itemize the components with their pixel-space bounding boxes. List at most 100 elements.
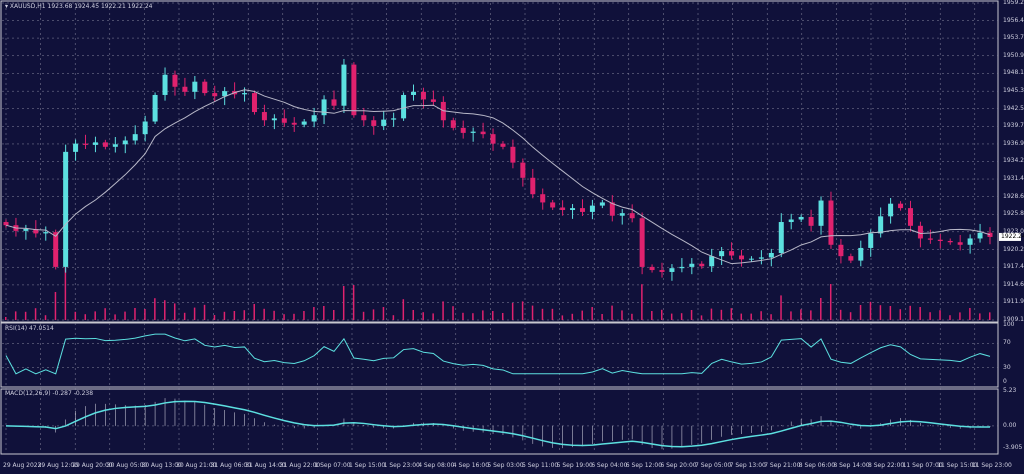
candle-body [202, 81, 208, 94]
volume-bar [949, 315, 951, 320]
candle-body [73, 143, 79, 152]
candle-body [371, 120, 377, 126]
time-tick: 5 Sep 03:00 [487, 462, 524, 469]
candle-body [331, 99, 337, 106]
candle-body [868, 233, 874, 248]
candle-body [172, 74, 178, 87]
volume-bar [273, 310, 275, 320]
candle-body [251, 93, 257, 113]
volume-bar [352, 285, 355, 320]
volume-bar [442, 301, 444, 320]
time-tick: 7 Sep 21:00 [764, 462, 801, 469]
volume-bar [810, 310, 812, 320]
macd-tick: 5.23 [1003, 387, 1017, 394]
volume-bar [551, 308, 554, 320]
candle-body [480, 131, 486, 135]
volume-bar [651, 311, 653, 320]
volume-bar [621, 310, 623, 320]
candle-body [927, 238, 933, 240]
time-tick: 6 Sep 12:00 [625, 462, 663, 469]
candle-body [947, 240, 953, 243]
volume-bar [5, 317, 7, 320]
volume-bar [849, 312, 852, 320]
volume-bar [213, 315, 216, 320]
current-price-box [999, 232, 1021, 241]
volume-bar [422, 312, 424, 320]
volume-bar [283, 314, 285, 320]
volume-bar [293, 313, 295, 320]
time-tick: 8 Sep 22:00 [868, 462, 905, 469]
volume-bar [412, 310, 415, 320]
volume-bar [144, 309, 146, 320]
price-tick: 1914.65 [1003, 280, 1024, 288]
price-tick: 1928.60 [1003, 192, 1024, 200]
volume-bar [720, 309, 723, 320]
volume-bar [173, 303, 176, 320]
volume-bar [233, 311, 236, 320]
candle-body [609, 202, 615, 216]
time-tick: 7 Sep 13:00 [729, 462, 766, 469]
price-tick: 1909.10 [1003, 316, 1024, 323]
candle-body [679, 266, 685, 269]
candle-body [510, 146, 516, 163]
time-tick: 6 Sep 04:00 [591, 462, 628, 469]
volume-bar [690, 310, 693, 320]
candle-body [818, 200, 824, 226]
volume-bar [94, 311, 96, 320]
candle-body [182, 86, 188, 92]
rsi-tick: 100 [1003, 321, 1015, 328]
candle-body [828, 200, 834, 245]
volume-bar [124, 311, 126, 320]
candle-body [699, 263, 705, 267]
volume-bar [879, 305, 882, 320]
price-tick: 1931.40 [1003, 175, 1024, 183]
time-tick: 5 Sep 19:00 [556, 462, 593, 469]
candle-body [490, 134, 496, 144]
volume-bar [979, 313, 981, 320]
volume-bar [342, 286, 345, 320]
volume-bar [899, 309, 902, 320]
candle-body [878, 216, 884, 234]
volume-bar [571, 313, 574, 320]
volume-bar [54, 292, 57, 320]
volume-bar [631, 313, 633, 320]
volume-bar [34, 308, 37, 320]
symbol-label: XAUUSD,H1 [9, 3, 46, 10]
volume-bar [44, 315, 47, 320]
volume-bar [462, 312, 464, 320]
candle-body [92, 142, 98, 145]
candle-body [261, 112, 267, 121]
macd-label: MACD(12,26,9) -0.287 -0.238 [5, 390, 94, 397]
time-tick: 4 Sep 16:00 [452, 462, 490, 469]
volume-bar [800, 309, 802, 320]
candle-body [311, 115, 317, 122]
price-tick: 1942.55 [1003, 104, 1024, 112]
candle-body [391, 118, 397, 120]
candle-body [599, 202, 605, 206]
candle-body [579, 208, 585, 212]
time-tick: 6 Sep 20:00 [660, 462, 697, 469]
volume-bar [700, 315, 703, 320]
candle-body [917, 225, 923, 239]
price-tick: 1948.10 [1003, 69, 1024, 77]
candle-body [430, 99, 436, 102]
volume-bar [382, 307, 385, 320]
candle-body [589, 205, 595, 212]
candle-body [83, 143, 89, 145]
panel-frame [0, 388, 999, 455]
candle-body [281, 118, 287, 123]
candle-body [271, 118, 277, 121]
candle-body [33, 228, 39, 234]
volume-bar [402, 299, 405, 320]
volume-bar [64, 239, 67, 320]
price-tick: 1953.70 [1003, 34, 1024, 42]
rsi-tick: 0 [1003, 378, 1007, 385]
volume-bar [501, 313, 504, 320]
price-tick: 1911.90 [1003, 298, 1024, 306]
candle-body [53, 232, 59, 267]
candle-body [500, 143, 506, 147]
volume-bar [333, 310, 335, 320]
candle-body [659, 270, 665, 272]
